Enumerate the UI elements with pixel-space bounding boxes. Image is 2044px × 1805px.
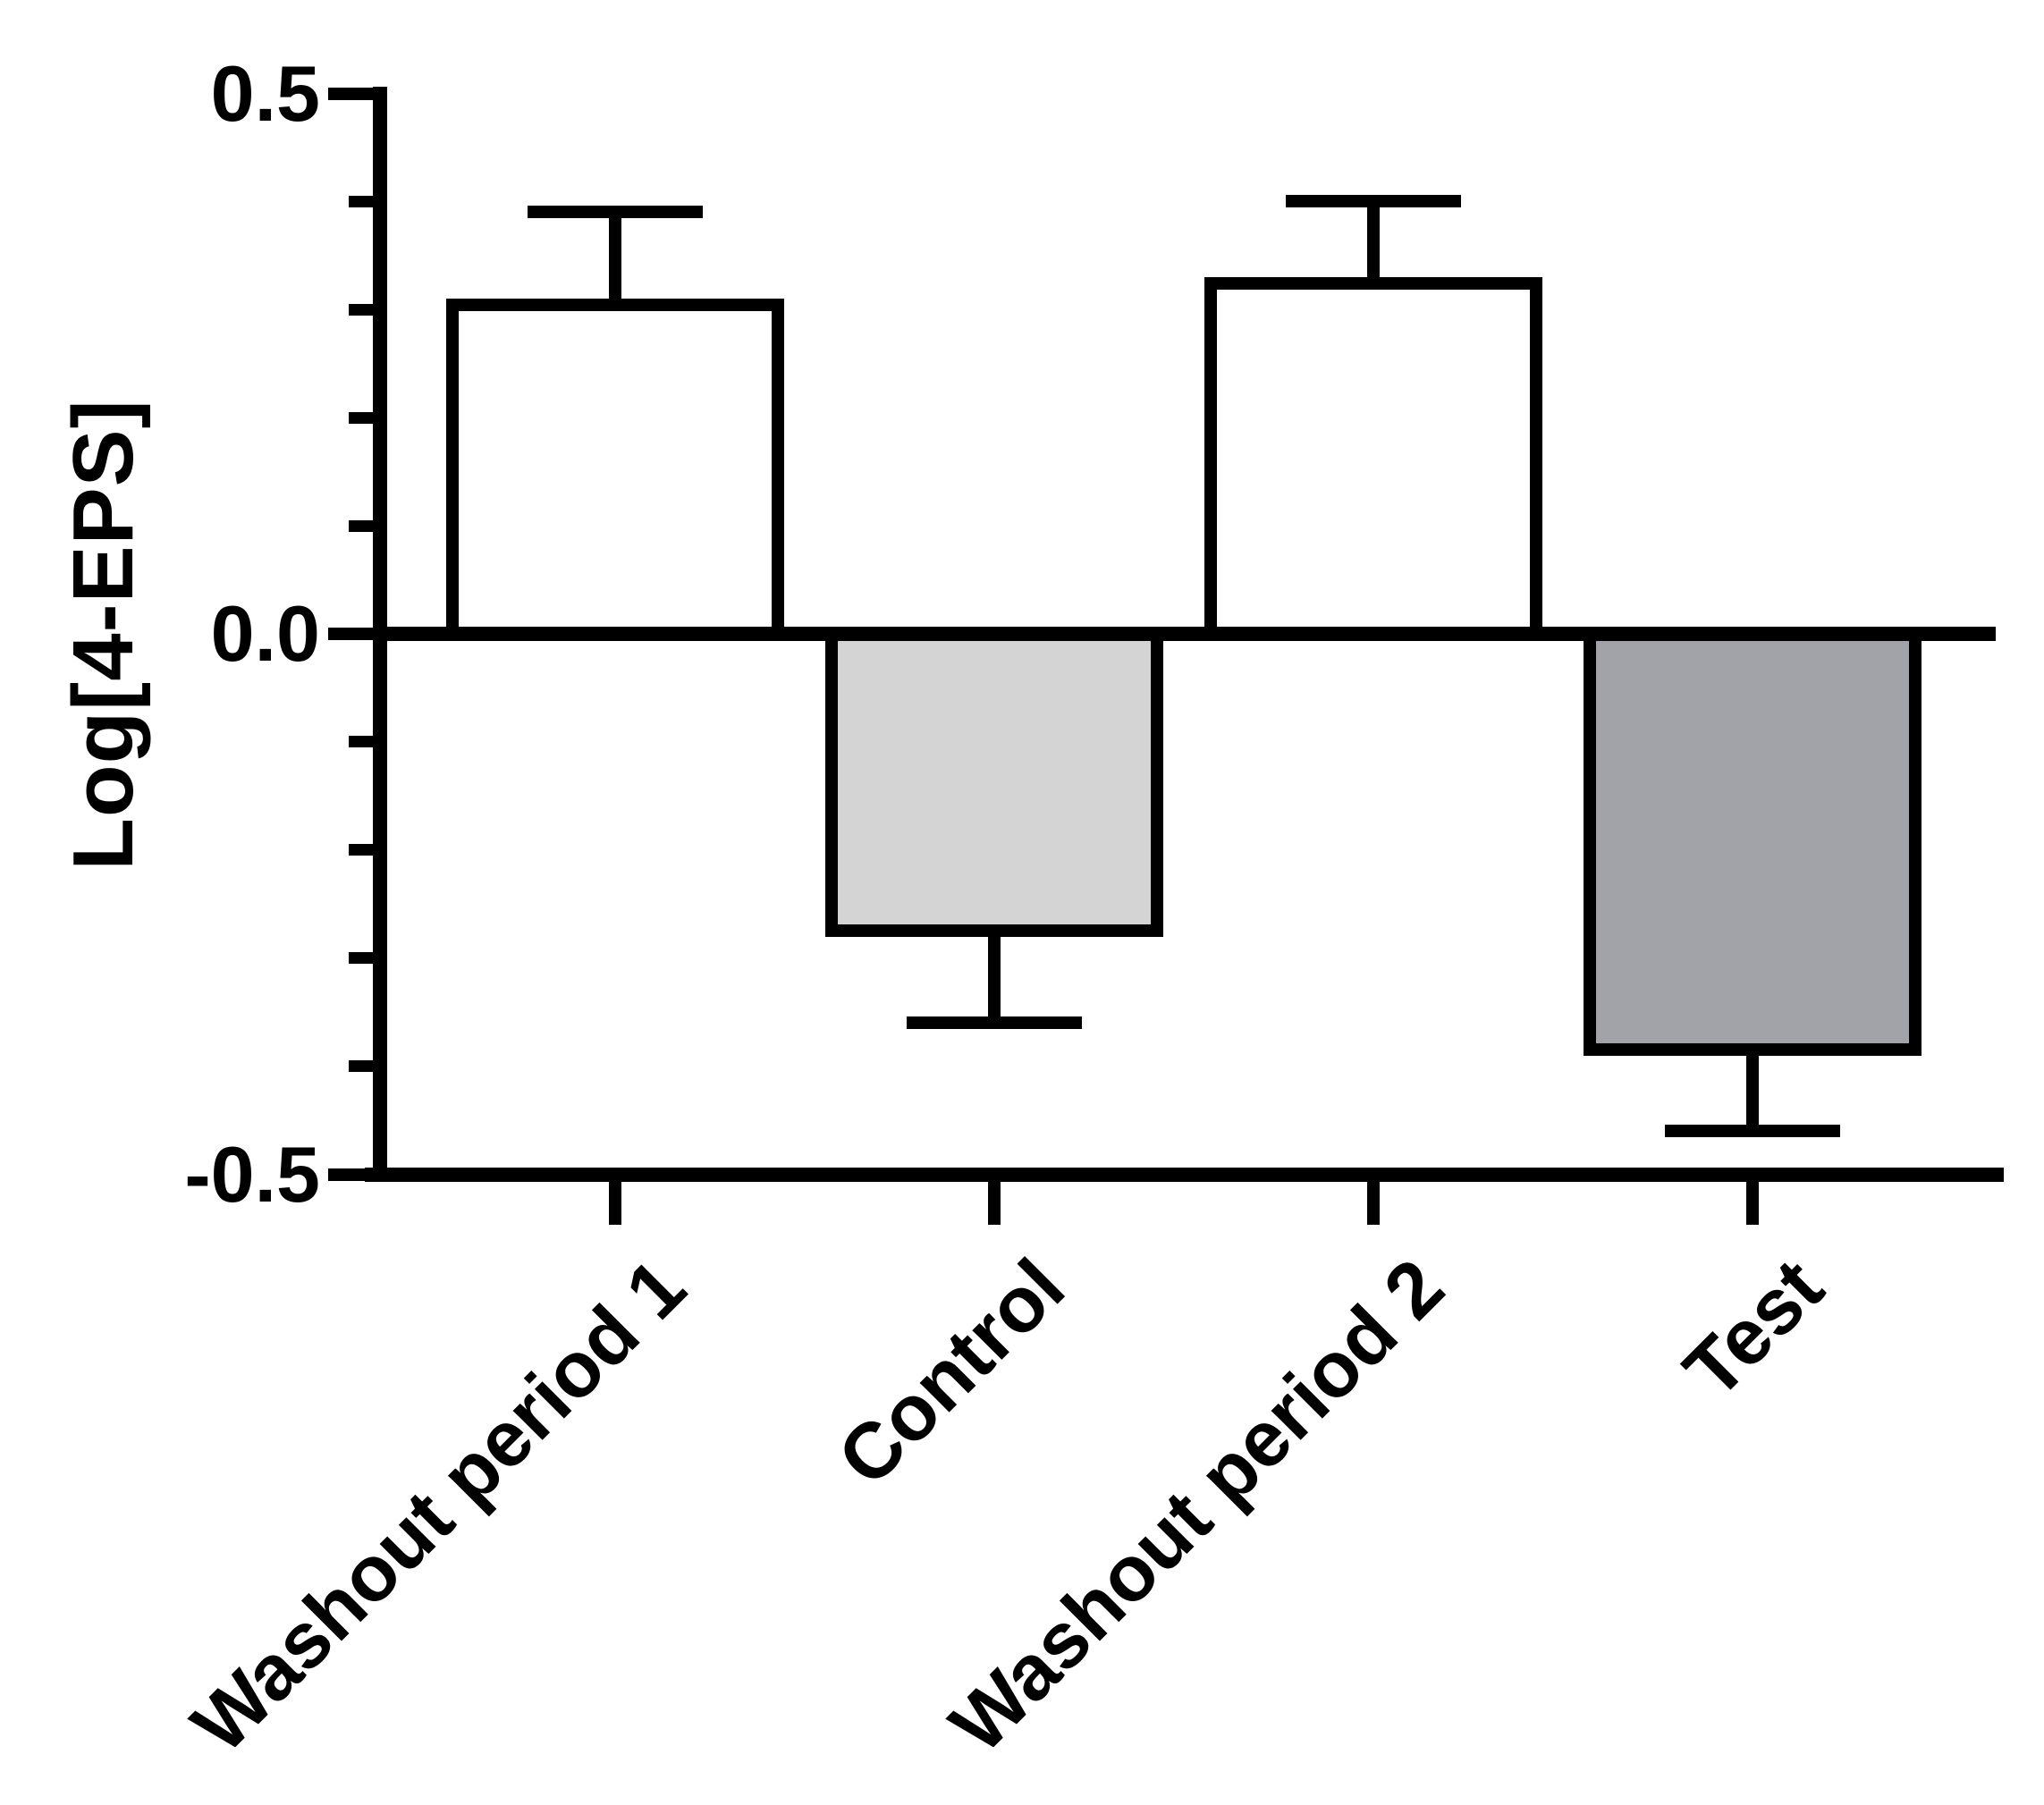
error-bar-line-4 xyxy=(1746,1056,1759,1135)
x-label-test: Test xyxy=(1666,1242,1840,1415)
x-tick-1 xyxy=(609,1182,621,1225)
error-bar-cap-2 xyxy=(907,1016,1082,1029)
y-major-tick-0.5 xyxy=(328,88,373,100)
error-bar-line-1 xyxy=(609,212,621,302)
y-tick-label-0.5: 0.5 xyxy=(210,49,320,138)
y-minor-tick xyxy=(349,412,373,424)
bar-control xyxy=(825,628,1163,937)
x-label-washout-period-1: Washout period 1 xyxy=(174,1242,703,1769)
x-axis-line xyxy=(365,1168,2004,1182)
bar-washout-period-1 xyxy=(446,299,784,640)
error-bar-cap-3 xyxy=(1286,195,1461,207)
y-major-tick--0.5 xyxy=(328,1168,373,1181)
y-minor-tick xyxy=(349,196,373,207)
error-bar-line-2 xyxy=(988,937,1001,1027)
error-bar-cap-1 xyxy=(528,206,703,218)
y-minor-tick xyxy=(349,520,373,532)
bar-test xyxy=(1584,628,1922,1056)
error-bar-line-3 xyxy=(1367,201,1380,281)
bar-washout-period-2 xyxy=(1204,277,1542,640)
error-bar-cap-4 xyxy=(1665,1125,1840,1137)
x-label-control: Control xyxy=(820,1242,1082,1503)
y-axis-line xyxy=(373,87,387,1182)
y-minor-tick xyxy=(349,736,373,747)
y-tick-label-0.0: 0.0 xyxy=(210,589,320,678)
y-minor-tick xyxy=(349,1060,373,1072)
x-tick-4 xyxy=(1746,1182,1759,1225)
y-major-tick-0.0 xyxy=(328,628,373,640)
y-minor-tick xyxy=(349,844,373,856)
x-tick-3 xyxy=(1367,1182,1380,1225)
zero-baseline xyxy=(373,627,1996,641)
y-minor-tick xyxy=(349,952,373,964)
y-minor-tick xyxy=(349,304,373,316)
y-tick-label--0.5: -0.5 xyxy=(184,1130,320,1219)
x-tick-2 xyxy=(988,1182,1001,1225)
